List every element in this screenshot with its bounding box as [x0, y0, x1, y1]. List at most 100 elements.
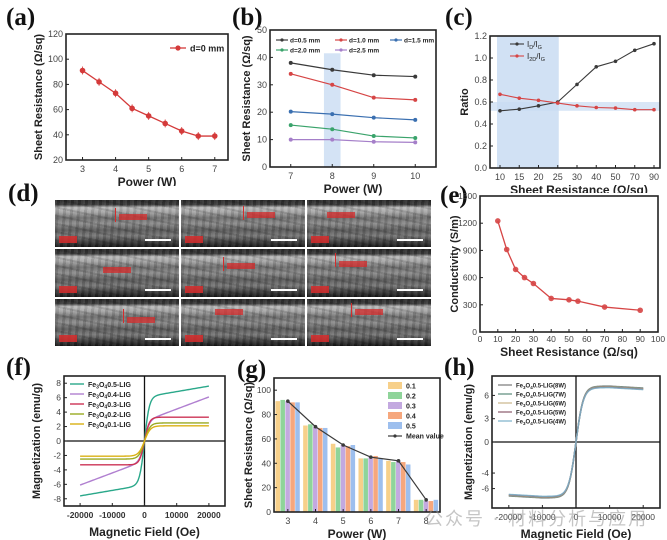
data-point	[517, 96, 522, 100]
legend-swatch-0.4	[388, 412, 402, 419]
data-point	[330, 82, 335, 87]
data-point	[96, 79, 102, 85]
series-curve-0-1-LIG	[80, 425, 209, 457]
y-tick-label: -4	[53, 465, 61, 475]
data-point	[413, 117, 418, 122]
bar-0.5-8W	[433, 499, 439, 512]
legend-swatch-marker	[339, 48, 343, 52]
legend-swatch-marker	[394, 38, 398, 42]
y-tick-label: 0	[484, 437, 489, 447]
sem-image	[55, 200, 179, 248]
data-point	[498, 92, 502, 97]
legend-swatch-marker	[280, 48, 284, 52]
y-tick-label: 20	[262, 483, 272, 493]
x-tick-label: 70	[630, 172, 640, 182]
highlight-band	[323, 53, 341, 167]
x-tick-label: 10	[410, 171, 420, 181]
series-line-d-2-0-mm	[290, 124, 416, 139]
panel-label-e: (e)	[440, 182, 468, 209]
series-line-d-2-5-mm	[290, 138, 416, 143]
chart-h-magnetization-power: -6 -4 0 3 6 -20000 -10000 0 10000 20000 Magnetizat…	[463, 375, 661, 540]
panel-label-b: (b)	[232, 4, 263, 31]
data-point	[371, 134, 376, 139]
y-axis-title: Ratio	[460, 88, 471, 116]
data-point	[632, 107, 637, 112]
bar-0.3-5W	[340, 445, 346, 512]
bar-0.1-5W	[330, 443, 336, 512]
x-tick-label: 6	[368, 516, 373, 526]
x-tick-label: 80	[618, 334, 628, 344]
mean-value-point	[341, 443, 345, 447]
data-point	[371, 115, 376, 120]
x-tick-label: 10	[493, 334, 503, 344]
data-point	[288, 137, 293, 142]
y-tick-label: 80	[53, 79, 63, 89]
panel-label-c: (c)	[445, 4, 473, 31]
bar-0.1-7W	[386, 460, 391, 512]
x-tick-label: 0	[574, 512, 579, 522]
x-tick-label: 9	[371, 171, 376, 181]
legend-label: Fe3O40.5-LIG	[88, 382, 131, 391]
legend-label: 0.5	[406, 424, 416, 431]
x-tick-label: 30	[572, 172, 582, 182]
y-tick-label: 20	[257, 107, 267, 117]
data-point	[555, 101, 560, 105]
bar-0.1-6W	[358, 458, 364, 512]
legend-label: d=2.0 mm	[290, 48, 320, 55]
y-tick-label: 10	[257, 135, 267, 145]
data-point	[288, 109, 293, 114]
data-point	[637, 307, 643, 314]
x-axis-title: Magnetic Field (Oe)	[89, 525, 200, 539]
legend-label: Fe3O40.5-LIG(7W)	[516, 393, 566, 399]
bar-0.2-3W	[280, 399, 285, 512]
bar-0.1-8W	[413, 499, 419, 512]
mean-value-point	[396, 459, 401, 463]
data-point	[162, 120, 168, 127]
series-line-d-0-5-mm	[290, 62, 416, 78]
legend-label: Fe3O40.5-LIG(4W)	[516, 420, 566, 426]
legend-label: Fe3O40.5-LIG(6W)	[516, 402, 566, 408]
legend-swatch-0.2	[388, 392, 402, 399]
data-point	[178, 128, 185, 134]
bar-0.5-4W	[322, 427, 328, 512]
y-tick-label: 0	[56, 436, 61, 446]
plot-frame	[273, 377, 441, 513]
chart-e-conductivity: 0 300 600 900 1200 1500 0 10 20 30 40 50 60 70 80 90 100…	[449, 191, 665, 359]
highlight-band-horizontal	[490, 102, 660, 111]
x-tick-label: 3	[80, 164, 85, 174]
y-tick-label: -2	[53, 450, 61, 460]
chart-f-magnetization-loading: -8 -6 -4 -2 0 2 4 6 8 -20000 -10000 0 10000 20000 Magn…	[31, 375, 226, 539]
bar-0.5-5W	[350, 445, 356, 512]
legend-swatch-marker	[515, 42, 519, 46]
y-tick-label: 40	[53, 130, 63, 140]
data-point	[594, 105, 599, 110]
data-point	[79, 67, 86, 74]
y-axis-title: Sheet Resistance (Ω/sq)	[243, 382, 255, 509]
x-tick-label: 50	[564, 334, 574, 344]
data-point	[613, 106, 618, 110]
watermark-text: 公众号 · 材料分析与应用	[425, 509, 649, 530]
mean-value-point	[369, 455, 373, 459]
y-tick-label: -4	[481, 468, 489, 478]
x-tick-label: 4	[313, 516, 318, 526]
y-axis-title: Sheet Resistance (Ω/sq)	[241, 35, 253, 162]
x-tick-label: 60	[582, 334, 592, 344]
bar-0.2-4W	[308, 424, 313, 512]
x-axis-title: Power (W)	[324, 182, 383, 196]
legend-label: Fe3O40.5-LIG(8W)	[516, 384, 566, 390]
x-tick-label: -10000	[529, 512, 556, 522]
legend-swatch-marker	[280, 38, 284, 42]
plot-frame	[479, 195, 659, 333]
legend-label: I2D/IG	[527, 52, 545, 63]
bar-0.2-5W	[335, 447, 341, 512]
bar-0.4-7W	[400, 462, 406, 512]
x-tick-label: 5	[341, 516, 346, 526]
legend-label: Mean value	[406, 434, 444, 441]
x-tick-label: 10	[495, 172, 505, 182]
plot-frame	[65, 33, 229, 161]
x-tick-label: 4	[113, 164, 118, 174]
data-point	[548, 295, 554, 302]
sem-image	[307, 298, 431, 346]
bar-0.1-3W	[275, 401, 281, 512]
x-tick-label: 15	[514, 172, 524, 182]
